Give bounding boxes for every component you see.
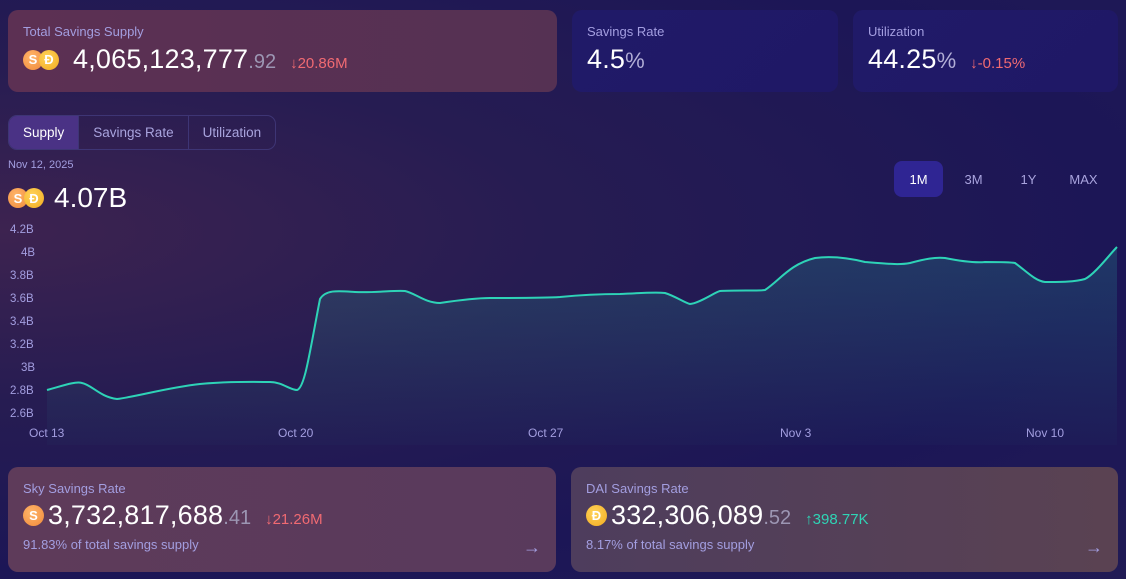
supply-area-chart[interactable] — [0, 215, 1126, 445]
chart-current-value: 4.07B — [54, 182, 128, 213]
range-max-button[interactable]: MAX — [1069, 171, 1098, 187]
dai-coin-icon: Đ — [586, 505, 607, 526]
arrow-right-icon[interactable]: → — [1085, 537, 1103, 557]
utilization-card: Utilization 44.25 % ↓-0.15% — [853, 10, 1118, 92]
y-tick: 3.6B — [10, 293, 34, 305]
x-tick: Nov 3 — [780, 426, 812, 440]
sky-decimals: .41 — [223, 507, 252, 529]
total-savings-supply-card: Total Savings Supply S Đ 4,065,123,777 .… — [8, 10, 557, 92]
sky-coin-icon: S — [8, 188, 28, 208]
card-label: Total Savings Supply — [23, 24, 144, 39]
sky-coin-icon: S — [23, 49, 43, 70]
range-1m-button[interactable]: 1M — [894, 161, 943, 197]
card-label: Utilization — [868, 24, 925, 39]
dai-delta: ↑398.77K — [805, 511, 869, 528]
dai-share: 8.17% of total savings supply — [586, 537, 755, 552]
sky-share: 91.83% of total savings supply — [23, 537, 199, 552]
token-icons: S Đ — [23, 49, 59, 70]
y-tick: 3B — [21, 362, 36, 374]
x-tick: Oct 27 — [528, 426, 564, 440]
dai-coin-icon: Đ — [24, 188, 44, 208]
area-fill — [47, 247, 1117, 445]
chart-headline: S Đ 4.07B — [8, 182, 127, 214]
total-supply-decimals: .92 — [248, 51, 277, 73]
y-tick: 3.8B — [10, 270, 34, 282]
savings-rate-value: 4.5 — [587, 44, 626, 74]
y-tick: 3.4B — [10, 316, 34, 328]
supply-line — [46, 246, 1118, 401]
time-range-selector: 1M 3M 1Y MAX — [894, 161, 1114, 197]
x-tick: Oct 20 — [278, 426, 314, 440]
metric-tabs: Supply Savings Rate Utilization — [8, 115, 277, 150]
sky-savings-rate-card[interactable]: Sky Savings Rate S 3,732,817,688 .41 ↓21… — [8, 467, 556, 572]
tab-utilization[interactable]: Utilization — [187, 116, 276, 149]
total-supply-delta: ↓20.86M — [290, 55, 348, 72]
dai-savings-rate-card[interactable]: DAI Savings Rate Đ 332,306,089 .52 ↑398.… — [571, 467, 1118, 572]
chart-date: Nov 12, 2025 — [8, 159, 74, 171]
range-3m-button[interactable]: 3M — [964, 171, 983, 187]
y-tick: 4B — [21, 247, 36, 259]
y-tick: 4.2B — [10, 224, 34, 236]
token-icons: S Đ — [8, 188, 44, 208]
y-tick: 3.2B — [10, 339, 34, 351]
card-label: Sky Savings Rate — [23, 481, 126, 496]
range-1y-button[interactable]: 1Y — [1020, 171, 1037, 187]
y-tick: 2.6B — [10, 408, 34, 420]
dai-decimals: .52 — [763, 507, 792, 529]
tab-savings-rate[interactable]: Savings Rate — [78, 116, 187, 149]
tab-supply[interactable]: Supply — [9, 116, 79, 149]
percent-unit: % — [936, 48, 957, 73]
sky-coin-icon: S — [23, 505, 44, 526]
savings-rate-card: Savings Rate 4.5 % — [572, 10, 838, 92]
dai-value: 332,306,089 — [611, 500, 764, 530]
sky-delta: ↓21.26M — [265, 511, 323, 528]
y-tick: 2.8B — [10, 385, 34, 397]
x-tick: Oct 13 — [29, 426, 65, 440]
utilization-delta: ↓-0.15% — [970, 55, 1026, 72]
card-label: DAI Savings Rate — [586, 481, 689, 496]
card-label: Savings Rate — [587, 24, 665, 39]
total-supply-value: 4,065,123,777 — [73, 44, 249, 74]
percent-unit: % — [625, 48, 645, 73]
sky-value: 3,732,817,688 — [48, 500, 224, 530]
arrow-right-icon[interactable]: → — [523, 537, 541, 557]
dai-coin-icon: Đ — [39, 49, 59, 70]
utilization-value: 44.25 — [868, 44, 937, 74]
x-tick: Nov 10 — [1026, 426, 1065, 440]
